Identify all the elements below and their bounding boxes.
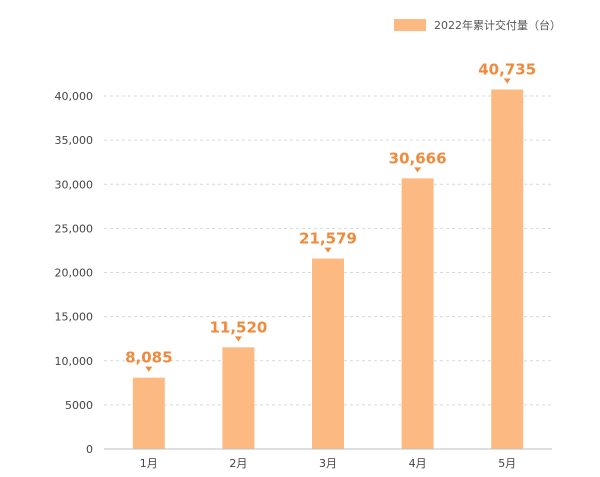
bar bbox=[312, 258, 344, 449]
y-tick-label: 35,000 bbox=[55, 134, 94, 147]
x-axis-ticks: 1月 2月 3月 4月 5月 bbox=[140, 457, 516, 470]
data-label: 11,520 bbox=[209, 318, 267, 336]
x-tick-label: 1月 bbox=[140, 457, 158, 470]
data-label-marker bbox=[234, 336, 242, 342]
bar bbox=[222, 347, 255, 449]
y-tick-label: 15,000 bbox=[55, 311, 94, 324]
data-label: 8,085 bbox=[125, 349, 172, 367]
data-label: 40,735 bbox=[478, 61, 536, 79]
y-tick-label: 20,000 bbox=[55, 267, 94, 280]
data-label: 21,579 bbox=[299, 230, 357, 248]
bar bbox=[491, 89, 524, 450]
x-tick-label: 5月 bbox=[498, 457, 516, 470]
data-label-marker bbox=[145, 366, 153, 372]
x-tick-label: 2月 bbox=[229, 457, 247, 470]
y-tick-label: 40,000 bbox=[55, 90, 94, 103]
bars: 8,085 11,520 21,579 30,666 40,735 bbox=[125, 61, 536, 450]
x-tick-label: 4月 bbox=[409, 457, 427, 470]
y-tick-label: 5000 bbox=[65, 399, 93, 412]
data-label-marker bbox=[503, 78, 511, 84]
y-tick-label: 0 bbox=[86, 443, 93, 456]
bar bbox=[401, 178, 434, 449]
legend: 2022年累计交付量（台） bbox=[394, 18, 561, 32]
x-tick-label: 3月 bbox=[319, 457, 337, 470]
data-label-marker bbox=[324, 247, 332, 253]
bar bbox=[132, 377, 165, 449]
legend-swatch bbox=[394, 19, 426, 31]
y-tick-label: 10,000 bbox=[55, 355, 94, 368]
y-axis-ticks: 0 5000 10,000 15,000 20,000 25,000 30,000 35,00… bbox=[55, 90, 94, 456]
y-tick-label: 25,000 bbox=[55, 222, 94, 235]
y-tick-label: 30,000 bbox=[55, 178, 94, 191]
data-label: 30,666 bbox=[389, 149, 447, 167]
legend-label: 2022年累计交付量（台） bbox=[434, 18, 561, 32]
data-label-marker bbox=[414, 167, 422, 173]
